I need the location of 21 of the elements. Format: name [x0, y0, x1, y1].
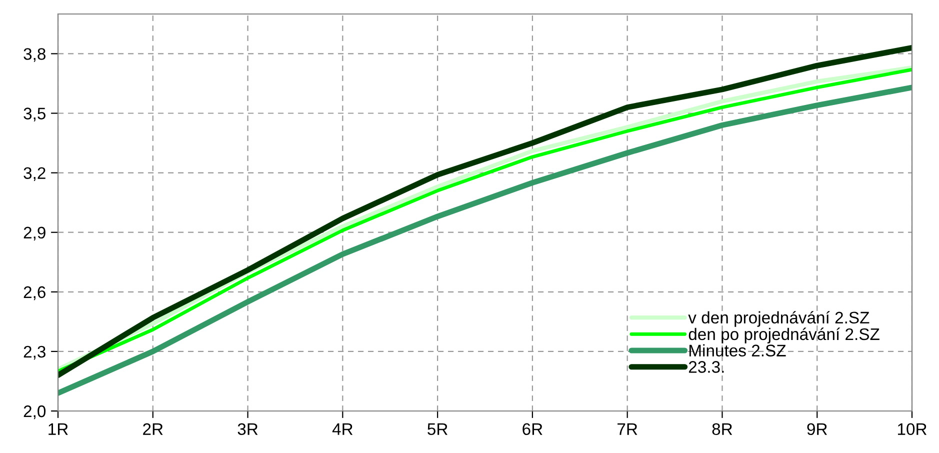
x-tick-label: 5R — [428, 423, 448, 436]
x-tick-label: 6R — [522, 423, 542, 436]
x-tick-label: 7R — [618, 423, 638, 435]
legend-label: Minutes 2.SZ — [690, 344, 786, 356]
y-tick-label: 2,9 — [24, 226, 46, 241]
y-tick-label: 3,8 — [24, 48, 46, 62]
legend-label: 23.3. — [688, 361, 724, 373]
y-tick-label: 2,6 — [24, 286, 46, 300]
legend-label: v den projednávání 2.SZ — [688, 311, 870, 327]
x-tick-label: 2R — [143, 423, 163, 435]
x-tick-label: 4R — [332, 423, 353, 435]
y-tick-label: 3,5 — [24, 108, 46, 122]
x-tick-label: 9R — [807, 423, 827, 436]
y-tick-label: 3,2 — [24, 167, 46, 181]
x-tick-label: 10R — [898, 423, 927, 436]
y-tick-label: 2,3 — [24, 346, 46, 360]
x-tick-label: 1R — [48, 423, 68, 435]
legend-label: den po projednávání 2.SZ — [688, 328, 880, 344]
x-tick-label: 8R — [712, 423, 732, 436]
y-tick-label: 2,0 — [24, 405, 46, 420]
x-tick-label: 3R — [238, 423, 258, 436]
